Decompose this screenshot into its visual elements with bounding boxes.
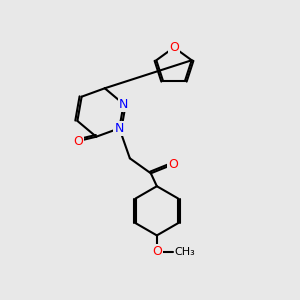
Text: O: O	[169, 41, 179, 54]
Text: O: O	[168, 158, 178, 171]
Text: N: N	[119, 98, 128, 111]
Text: O: O	[152, 245, 162, 258]
Text: CH₃: CH₃	[175, 247, 196, 257]
Text: N: N	[115, 122, 124, 135]
Text: O: O	[73, 135, 83, 148]
